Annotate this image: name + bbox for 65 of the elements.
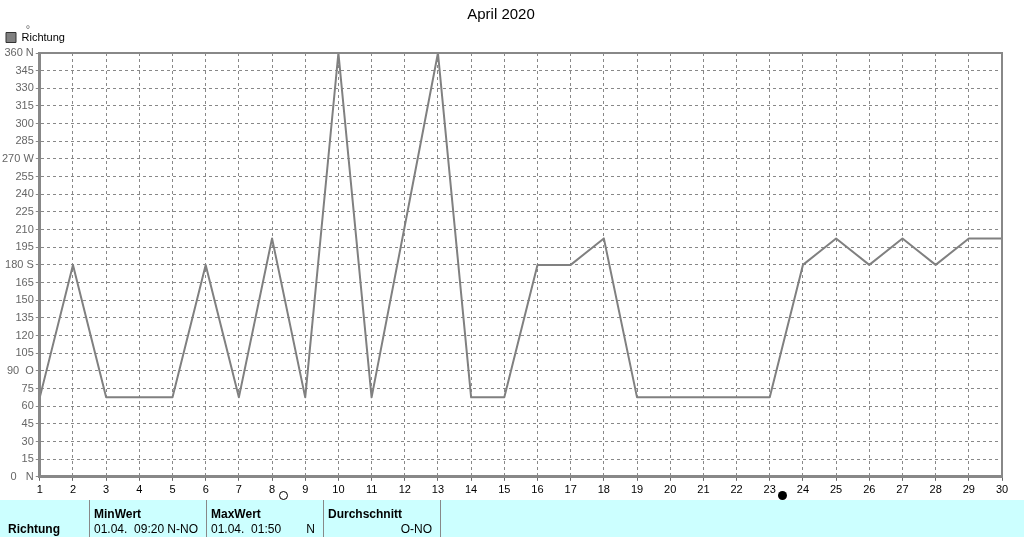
x-tick-label: 11: [365, 483, 378, 496]
text: N-NO: [167, 522, 198, 536]
x-tick-label: 9: [302, 483, 309, 496]
text: 01.04. 09:20: [94, 522, 165, 536]
x-tick-label: 1: [36, 483, 43, 496]
y-tick-label: 165: [15, 275, 34, 288]
x-tick-label: 21: [697, 483, 710, 496]
x-tick-label: 15: [498, 483, 511, 496]
y-tick-label: 15: [21, 452, 34, 465]
x-tick-label: 25: [829, 483, 843, 496]
x-tick-label: 16: [531, 483, 544, 496]
text: 01.04. 01:50: [211, 522, 282, 536]
x-tick-label: 14: [465, 483, 478, 496]
x-tick-label: 8: [268, 483, 276, 496]
y-tick-label: 60: [21, 399, 34, 412]
x-tick-label: 17: [564, 483, 577, 496]
y-tick-label: 180 S: [5, 257, 34, 270]
y-tick-label: 255: [15, 169, 34, 182]
y-tick-label: 120: [15, 328, 34, 341]
y-tick-label: 315: [15, 99, 34, 112]
text: O-NO: [400, 522, 432, 536]
y-tick-label: 135: [15, 310, 34, 323]
x-tick-label: 29: [962, 483, 975, 496]
y-tick-label: 270 W: [1, 151, 35, 164]
text: MaxWert: [211, 507, 261, 521]
y-tick-label: 210: [15, 222, 34, 235]
y-tick-label: 90 O: [6, 363, 35, 376]
x-tick-label: 28: [929, 483, 942, 496]
x-tick-label: 2: [69, 483, 77, 496]
x-tick-label: 23: [763, 483, 776, 496]
y-tick-label: 150: [15, 293, 34, 306]
x-tick-label: 10: [332, 483, 345, 496]
x-tick-label: 5: [169, 483, 176, 496]
x-tick-label: 24: [796, 483, 810, 496]
x-tick-label: 3: [103, 483, 110, 496]
y-tick-label: 285: [15, 134, 34, 147]
text: N: [306, 522, 315, 536]
text: MinWert: [94, 507, 142, 521]
x-tick-label: 22: [730, 483, 743, 496]
x-tick-label: 7: [235, 483, 242, 496]
x-tick-label: 19: [630, 483, 644, 496]
x-tick-label: 6: [202, 483, 209, 496]
y-tick-label: 225: [15, 204, 34, 217]
y-tick-label: 45: [21, 416, 34, 429]
x-tick-label: 18: [597, 483, 610, 496]
y-tick-label: 240: [15, 187, 34, 200]
y-tick-label: 105: [15, 346, 34, 359]
x-tick-label: 13: [431, 483, 445, 496]
y-tick-label: 360 N: [4, 46, 34, 59]
text: Durchschnitt: [328, 507, 403, 521]
text: Richtung: [8, 522, 60, 536]
y-tick-label: 30: [21, 434, 34, 447]
x-tick-label: 30: [995, 483, 1009, 496]
y-tick-label: 300: [15, 116, 34, 129]
y-tick-label: 0 N: [10, 469, 34, 482]
y-tick-label: 345: [15, 63, 34, 76]
x-tick-label: 4: [136, 483, 143, 496]
x-tick-label: 12: [398, 483, 411, 496]
x-tick-label: 27: [896, 483, 909, 496]
x-tick-label: 20: [664, 483, 677, 496]
y-tick-label: 75: [21, 381, 34, 394]
y-tick-label: 195: [15, 240, 34, 253]
x-tick-label: 26: [863, 483, 876, 496]
y-tick-label: 330: [15, 81, 34, 94]
chart-title: April 2020: [467, 5, 535, 23]
